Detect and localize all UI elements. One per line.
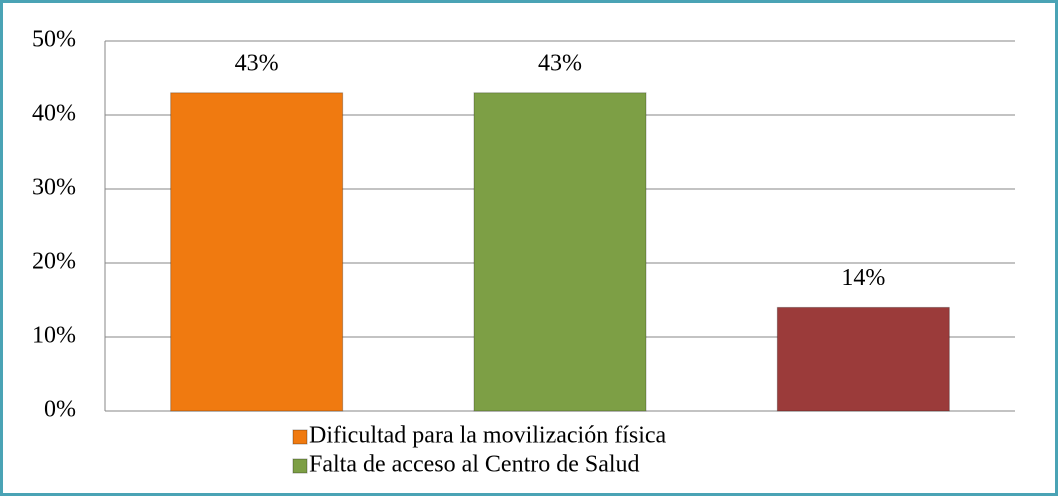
y-tick-label: 10%	[32, 323, 76, 349]
legend-label: Dificultad para la movilización física	[309, 423, 667, 449]
legend-label: Falta de acceso al Centro de Salud	[309, 452, 640, 478]
y-tick-label: 40%	[32, 101, 76, 127]
bar	[473, 92, 647, 412]
value-label: 43%	[538, 50, 582, 76]
y-tick-label: 20%	[32, 249, 76, 275]
y-tick-label: 50%	[32, 27, 76, 53]
bar	[776, 306, 950, 412]
legend-swatch	[292, 429, 308, 445]
y-tick-label: 30%	[32, 175, 76, 201]
value-label: 14%	[841, 265, 885, 291]
y-tick-label: 0%	[44, 397, 76, 423]
bar	[170, 92, 344, 412]
legend-swatch	[292, 458, 308, 474]
value-label: 43%	[235, 50, 279, 76]
